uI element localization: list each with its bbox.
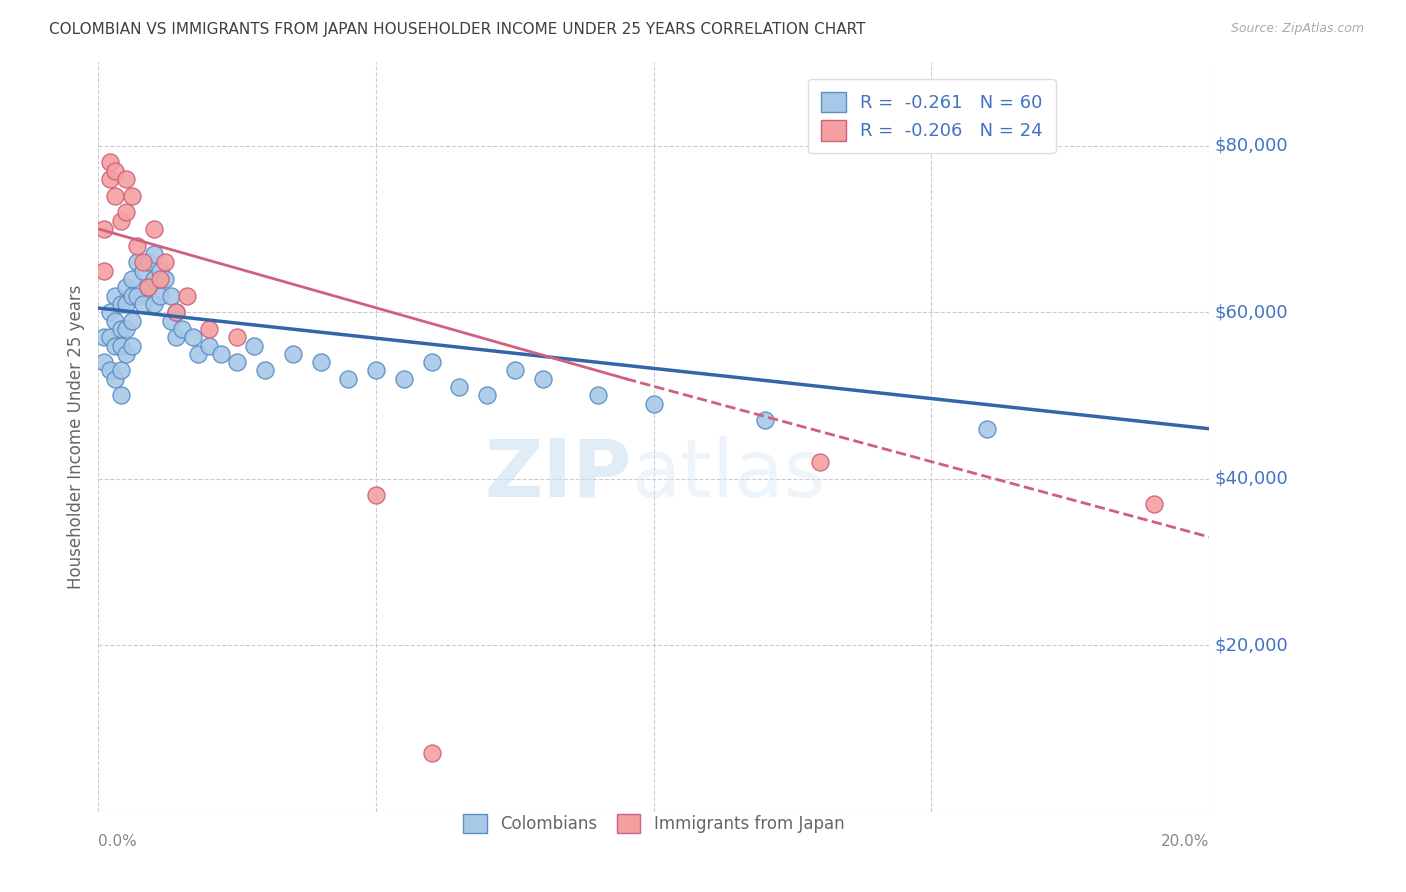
Point: [143, 247, 166, 261]
Point: [148, 288, 170, 302]
Point: [93, 222, 115, 236]
Point: [115, 347, 138, 361]
Point: [121, 338, 143, 352]
Point: [98, 330, 121, 344]
Point: [226, 330, 249, 344]
Point: [503, 363, 526, 377]
Point: [165, 330, 187, 344]
Point: [976, 422, 998, 436]
Point: [153, 255, 176, 269]
Point: [138, 255, 160, 269]
Point: [153, 272, 176, 286]
Point: [148, 263, 170, 277]
Point: [121, 188, 143, 202]
Point: [104, 288, 127, 302]
Point: [104, 338, 127, 352]
Point: [187, 347, 209, 361]
Point: [181, 330, 204, 344]
Point: [104, 372, 127, 386]
Point: [98, 363, 121, 377]
Point: [170, 322, 193, 336]
Text: atlas: atlas: [631, 435, 825, 514]
Point: [127, 288, 149, 302]
Point: [475, 388, 499, 402]
Point: [159, 313, 181, 327]
Point: [93, 355, 115, 369]
Point: [309, 355, 332, 369]
Y-axis label: Householder Income Under 25 years: Householder Income Under 25 years: [66, 285, 84, 590]
Point: [143, 222, 166, 236]
Point: [127, 255, 149, 269]
Point: [104, 163, 127, 178]
Point: [138, 280, 160, 294]
Point: [98, 155, 121, 169]
Point: [110, 363, 132, 377]
Point: [132, 263, 155, 277]
Point: [243, 338, 266, 352]
Point: [93, 263, 115, 277]
Legend: Colombians, Immigrants from Japan: Colombians, Immigrants from Japan: [451, 802, 856, 845]
Text: $60,000: $60,000: [1215, 303, 1288, 321]
Point: [110, 213, 132, 227]
Text: $40,000: $40,000: [1215, 470, 1288, 488]
Point: [643, 397, 665, 411]
Point: [132, 297, 155, 311]
Point: [104, 313, 127, 327]
Point: [110, 388, 132, 402]
Point: [115, 205, 138, 219]
Point: [98, 305, 121, 319]
Point: [159, 288, 181, 302]
Point: [337, 372, 360, 386]
Point: [754, 413, 776, 427]
Point: [198, 338, 221, 352]
Point: [138, 280, 160, 294]
Point: [449, 380, 471, 394]
Point: [420, 747, 443, 761]
Point: [176, 288, 198, 302]
Point: [165, 305, 187, 319]
Point: [392, 372, 415, 386]
Point: [93, 330, 115, 344]
Point: [198, 322, 221, 336]
Point: [810, 455, 832, 469]
Text: COLOMBIAN VS IMMIGRANTS FROM JAPAN HOUSEHOLDER INCOME UNDER 25 YEARS CORRELATION: COLOMBIAN VS IMMIGRANTS FROM JAPAN HOUSE…: [49, 22, 866, 37]
Point: [148, 272, 170, 286]
Point: [104, 188, 127, 202]
Point: [420, 355, 443, 369]
Point: [366, 363, 388, 377]
Point: [115, 172, 138, 186]
Point: [226, 355, 249, 369]
Point: [143, 297, 166, 311]
Point: [1143, 497, 1166, 511]
Text: ZIP: ZIP: [484, 435, 631, 514]
Point: [115, 297, 138, 311]
Point: [121, 313, 143, 327]
Text: 20.0%: 20.0%: [1161, 834, 1209, 849]
Text: 0.0%: 0.0%: [98, 834, 138, 849]
Point: [531, 372, 554, 386]
Point: [253, 363, 276, 377]
Point: [110, 297, 132, 311]
Point: [115, 322, 138, 336]
Point: [281, 347, 304, 361]
Point: [366, 488, 388, 502]
Text: $20,000: $20,000: [1215, 636, 1288, 654]
Point: [98, 172, 121, 186]
Point: [115, 280, 138, 294]
Point: [165, 305, 187, 319]
Point: [127, 238, 149, 252]
Text: $80,000: $80,000: [1215, 136, 1288, 154]
Point: [143, 272, 166, 286]
Point: [110, 338, 132, 352]
Point: [588, 388, 610, 402]
Point: [121, 272, 143, 286]
Point: [121, 288, 143, 302]
Text: Source: ZipAtlas.com: Source: ZipAtlas.com: [1230, 22, 1364, 36]
Point: [132, 255, 155, 269]
Point: [110, 322, 132, 336]
Point: [209, 347, 232, 361]
